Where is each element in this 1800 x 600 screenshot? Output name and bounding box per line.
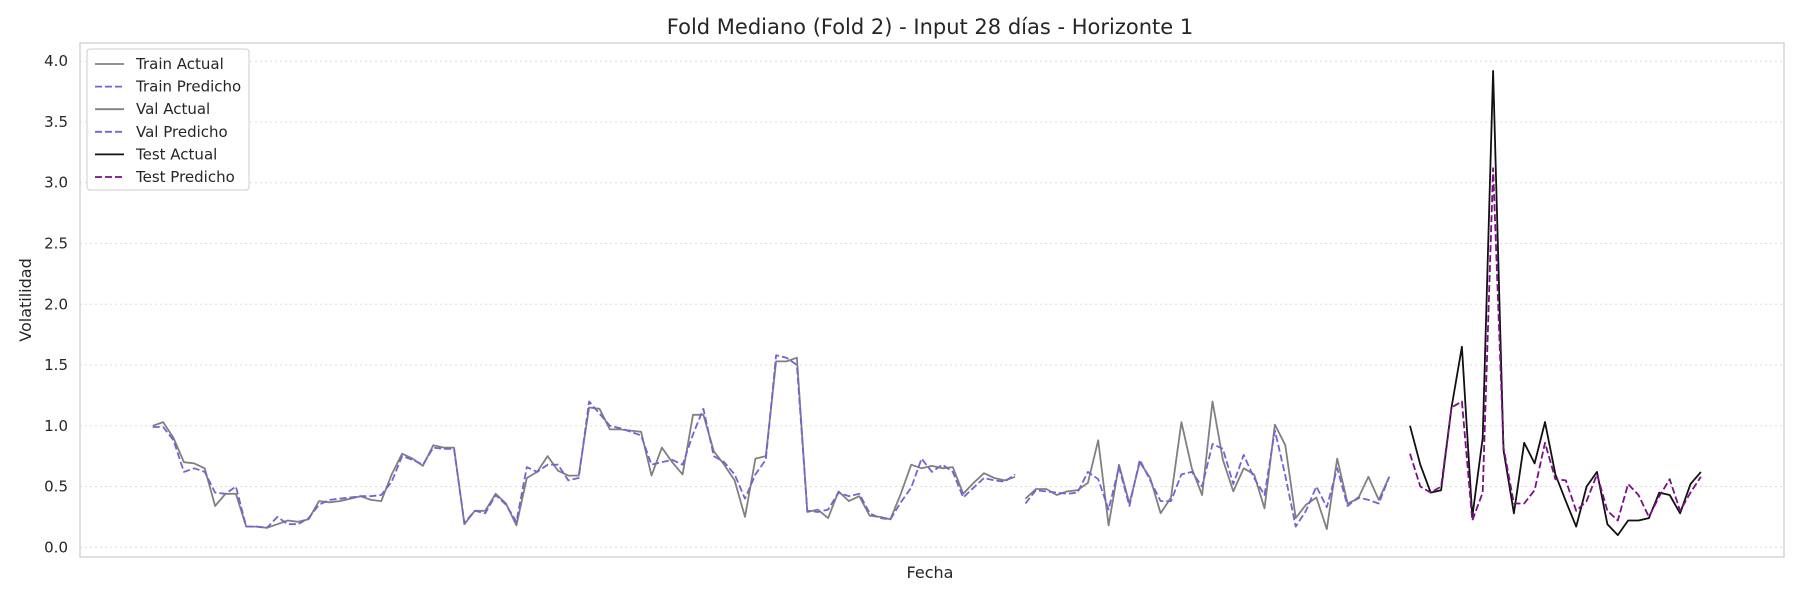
legend-label: Val Actual <box>136 100 210 118</box>
chart-title: Fold Mediano (Fold 2) - Input 28 días - … <box>667 15 1193 39</box>
y-tick-label: 0.5 <box>44 478 68 496</box>
series-line-val-predicho <box>1024 429 1391 528</box>
y-tick-label: 2.0 <box>44 295 68 313</box>
y-tick-label: 0.0 <box>44 538 68 556</box>
y-tick-label: 3.5 <box>44 113 68 131</box>
legend-label: Train Predicho <box>135 78 241 96</box>
plot-frame <box>79 42 1785 558</box>
legend-label: Val Predicho <box>136 123 228 141</box>
legend: Train Actual Train Predicho Val Actual Val … <box>86 48 250 191</box>
y-tick-label: 2.5 <box>44 234 68 252</box>
legend-label: Test Predicho <box>135 168 235 186</box>
y-gridlines <box>80 60 1784 548</box>
x-axis-label: Fecha <box>907 563 954 582</box>
series-line-test-predicho <box>1409 167 1702 522</box>
y-tick-label: 1.5 <box>44 356 68 374</box>
y-tick-label: 4.0 <box>44 52 68 70</box>
y-tick-label: 1.0 <box>44 417 68 435</box>
series-line-val-actual <box>1024 400 1391 530</box>
y-axis-label: Volatilidad <box>16 258 35 341</box>
series-lines <box>152 70 1702 536</box>
legend-label: Test Actual <box>135 145 217 163</box>
legend-box <box>86 48 250 191</box>
series-line-train-predicho <box>152 354 1016 529</box>
legend-label: Train Actual <box>135 55 224 73</box>
series-line-test-actual <box>1409 70 1702 536</box>
y-tick-label: 3.0 <box>44 174 68 192</box>
y-tick-labels: 0.0 0.5 1.0 1.5 2.0 2.5 3.0 3.5 4.0 <box>44 52 68 556</box>
